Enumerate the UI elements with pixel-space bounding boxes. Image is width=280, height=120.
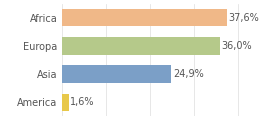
Bar [62, 9, 227, 26]
Bar [62, 65, 171, 83]
Bar [62, 37, 220, 55]
Text: 24,9%: 24,9% [173, 69, 204, 79]
Text: 1,6%: 1,6% [70, 97, 95, 107]
Text: 36,0%: 36,0% [222, 41, 252, 51]
Bar [62, 94, 69, 111]
Text: 37,6%: 37,6% [229, 13, 260, 23]
